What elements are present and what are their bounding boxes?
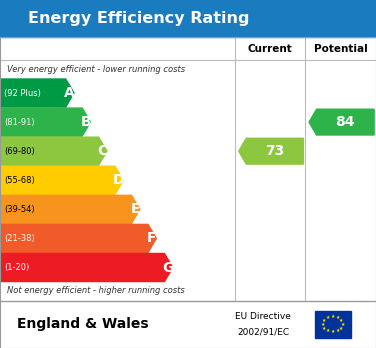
FancyArrow shape	[0, 108, 91, 136]
Text: A: A	[64, 86, 75, 100]
Text: 73: 73	[265, 144, 285, 158]
Bar	[0, 301, 376, 348]
Text: ★: ★	[331, 314, 335, 319]
Text: (69-80): (69-80)	[4, 147, 35, 156]
Text: (81-91): (81-91)	[4, 118, 34, 127]
FancyArrow shape	[0, 253, 173, 282]
Text: E: E	[130, 202, 140, 216]
Text: C: C	[97, 144, 108, 158]
Text: ★: ★	[339, 318, 343, 323]
Text: ★: ★	[322, 318, 326, 323]
Bar	[0, 37, 376, 301]
FancyArrow shape	[309, 109, 374, 135]
FancyArrow shape	[0, 195, 140, 223]
Text: G: G	[162, 261, 174, 275]
Text: Current: Current	[248, 44, 293, 54]
Text: ★: ★	[339, 325, 343, 331]
Bar	[315, 311, 350, 338]
Text: Energy Efficiency Rating: Energy Efficiency Rating	[28, 11, 250, 26]
Text: D: D	[113, 173, 124, 187]
Text: ★: ★	[321, 322, 325, 327]
Text: (55-68): (55-68)	[4, 176, 35, 185]
Text: Not energy efficient - higher running costs: Not energy efficient - higher running co…	[7, 286, 185, 295]
Text: (21-38): (21-38)	[4, 234, 35, 243]
Bar	[0, 301, 376, 348]
Text: (39-54): (39-54)	[4, 205, 34, 214]
Text: ★: ★	[322, 325, 326, 331]
Text: Very energy efficient - lower running costs: Very energy efficient - lower running co…	[7, 65, 185, 74]
FancyArrow shape	[0, 79, 74, 107]
Text: Potential: Potential	[314, 44, 367, 54]
Text: ★: ★	[335, 315, 340, 321]
Text: ★: ★	[326, 315, 330, 321]
Text: ★: ★	[331, 329, 335, 334]
FancyArrow shape	[0, 224, 156, 252]
Text: England & Wales: England & Wales	[17, 317, 149, 331]
FancyArrow shape	[239, 138, 303, 164]
Text: 84: 84	[336, 115, 355, 129]
Text: B: B	[80, 115, 91, 129]
Text: 2002/91/EC: 2002/91/EC	[237, 327, 289, 337]
Bar	[0, 0, 376, 37]
FancyArrow shape	[0, 166, 123, 194]
Text: ★: ★	[335, 328, 340, 333]
Text: F: F	[147, 231, 156, 245]
Text: (1-20): (1-20)	[4, 263, 29, 272]
Text: ★: ★	[326, 328, 330, 333]
FancyArrow shape	[0, 137, 107, 165]
Text: EU Directive: EU Directive	[235, 312, 291, 321]
Text: (92 Plus): (92 Plus)	[4, 88, 41, 97]
Text: ★: ★	[340, 322, 345, 327]
